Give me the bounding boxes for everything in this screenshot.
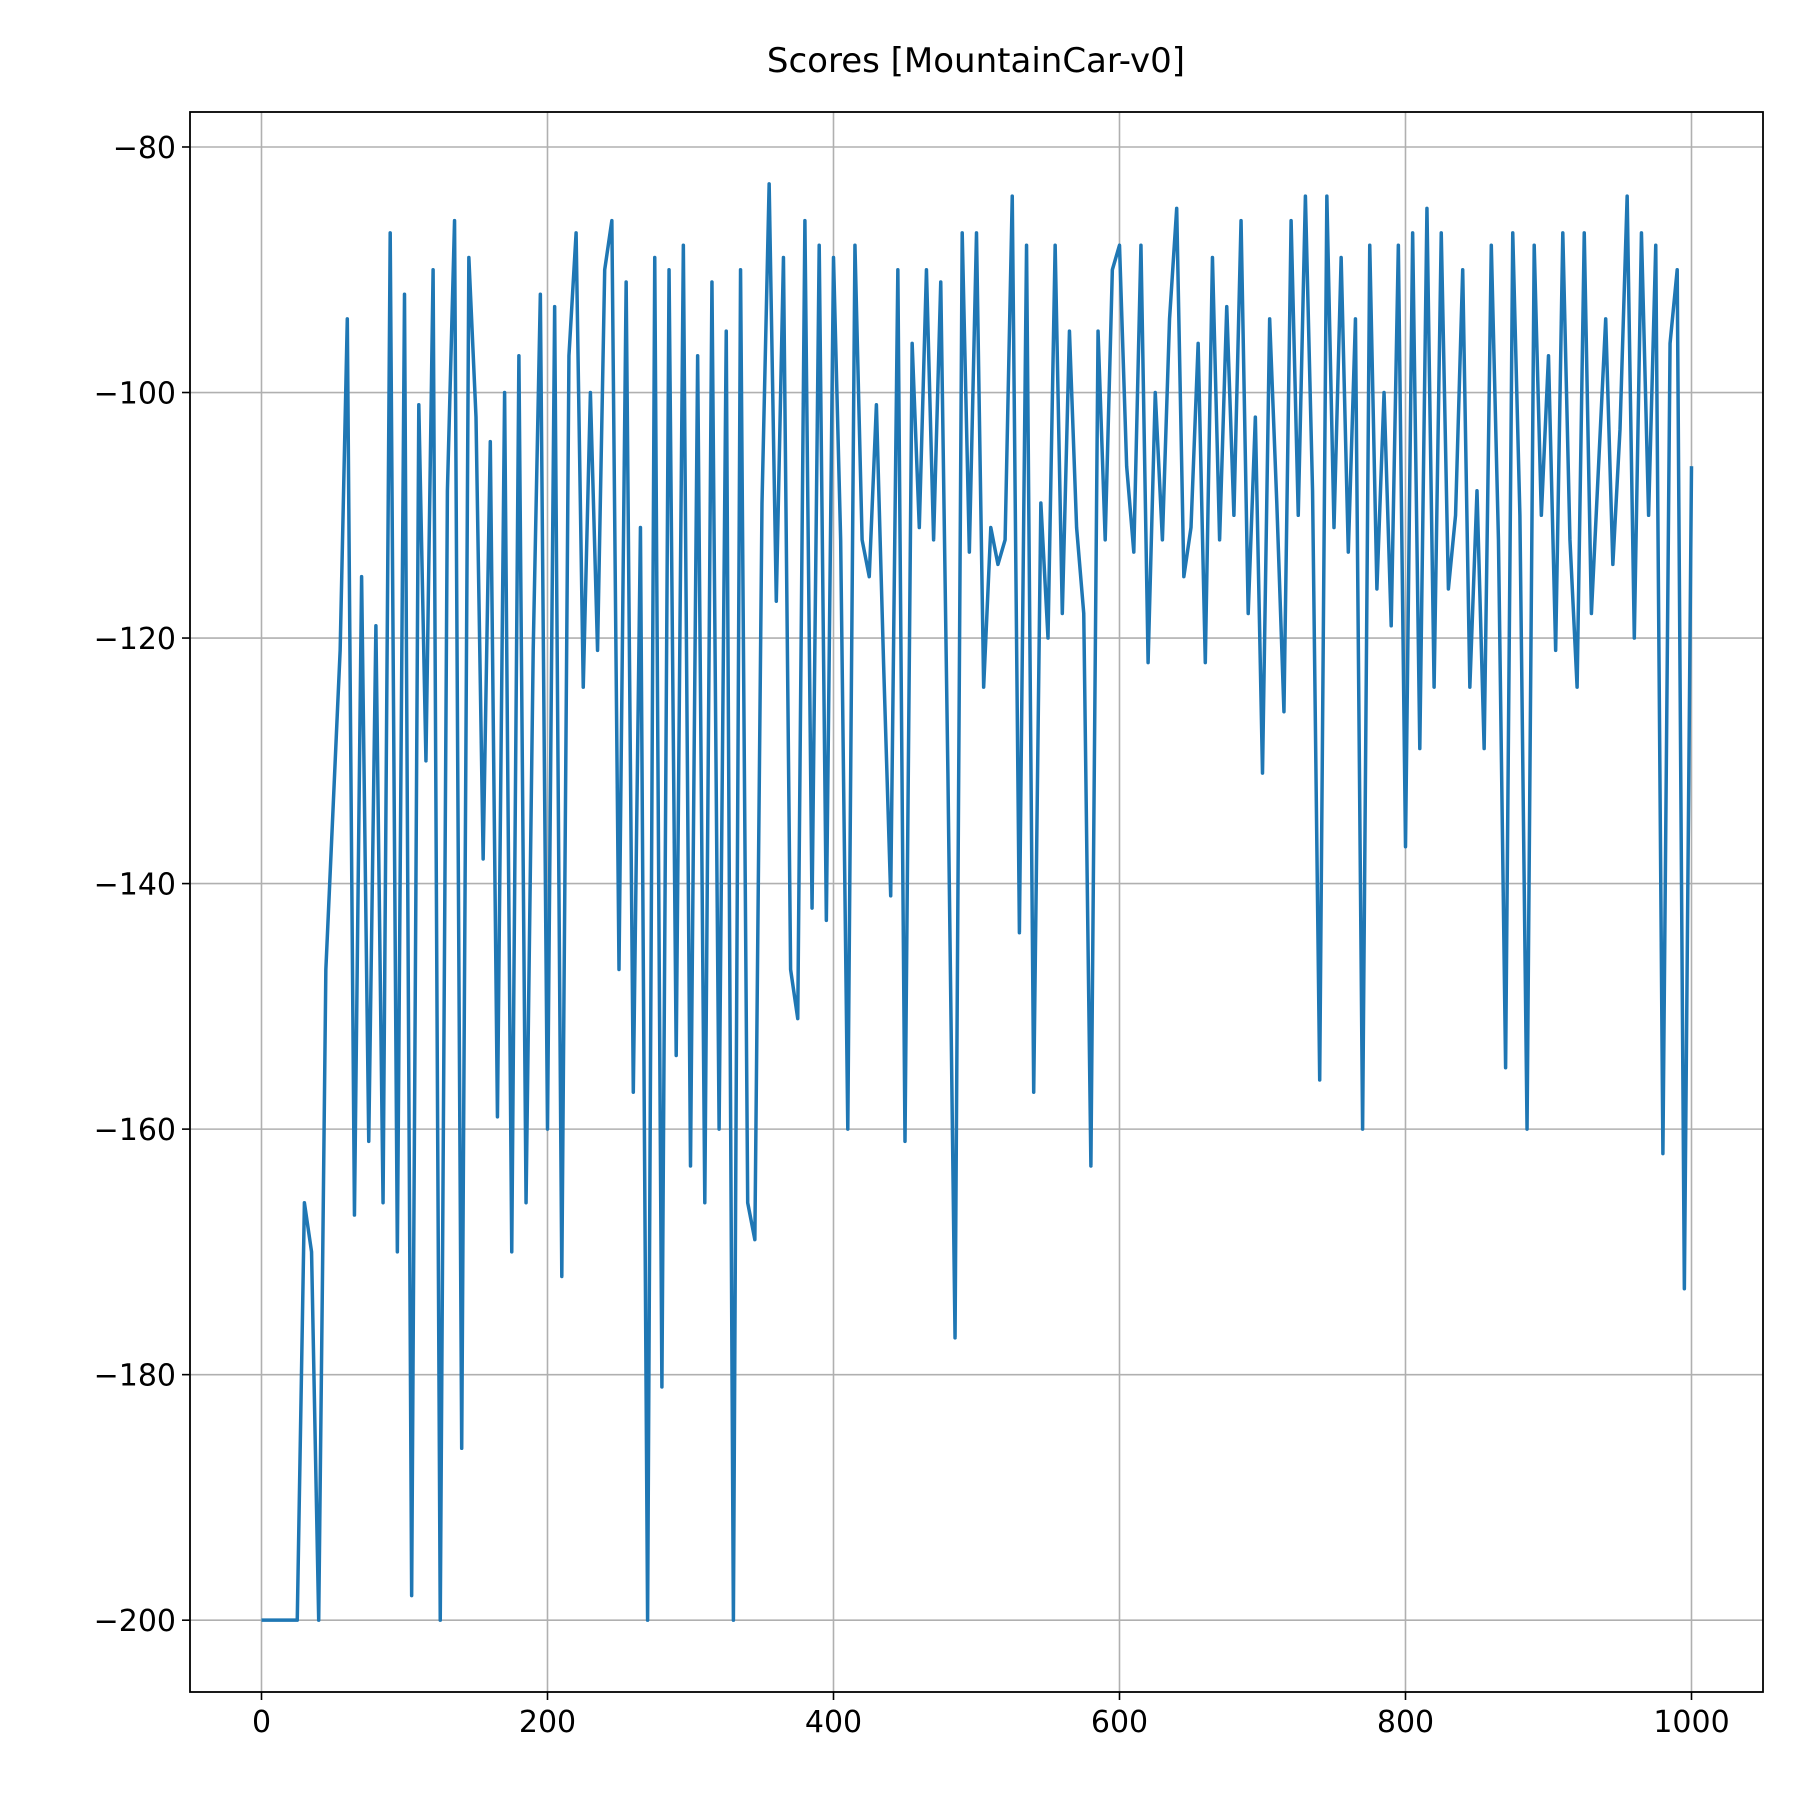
x-tick-label: 800: [1377, 1705, 1434, 1740]
x-tick-label: 200: [519, 1705, 576, 1740]
y-tick-label: −140: [94, 868, 176, 903]
y-tick-label: −80: [113, 131, 176, 166]
y-tick-label: −200: [94, 1604, 176, 1639]
score-line: [261, 182, 1694, 1622]
x-tick-label: 400: [805, 1705, 862, 1740]
x-tick-label: 0: [252, 1705, 271, 1740]
y-tick-label: −100: [94, 377, 176, 412]
plot-frame: [189, 111, 1764, 1693]
chart-title: Scores [MountainCar-v0]: [767, 41, 1185, 81]
x-tick-label: 1000: [1653, 1705, 1729, 1740]
y-tick-label: −160: [94, 1113, 176, 1148]
y-tick-label: −120: [94, 622, 176, 657]
x-tick-label: 600: [1091, 1705, 1148, 1740]
y-tick-label: −180: [94, 1359, 176, 1394]
